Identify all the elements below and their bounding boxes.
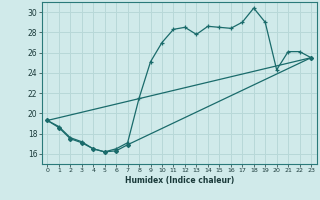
X-axis label: Humidex (Indice chaleur): Humidex (Indice chaleur) — [124, 176, 234, 185]
